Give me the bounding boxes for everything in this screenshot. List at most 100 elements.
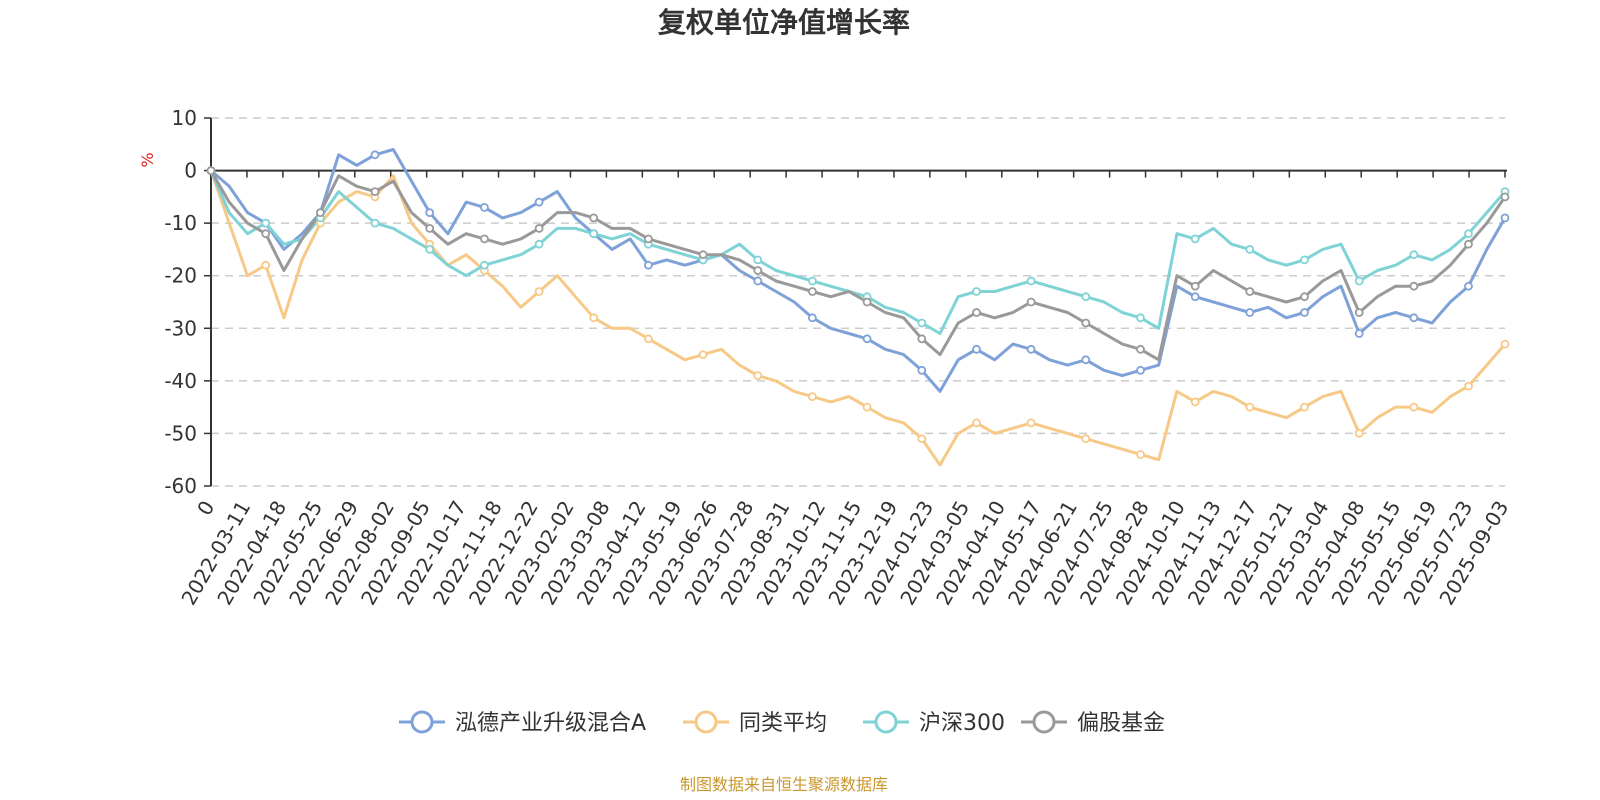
data-point [1354, 276, 1364, 286]
y-tick-label: 10 [172, 106, 197, 130]
x-tick-label: 0 [192, 497, 219, 520]
data-point [1136, 365, 1145, 375]
data-point [698, 350, 708, 360]
data-point [808, 392, 817, 402]
legend-item-1[interactable]: 同类平均 [683, 710, 827, 736]
series-line-3 [209, 169, 1507, 362]
data-point [1300, 308, 1309, 317]
data-point [644, 260, 653, 270]
y-tick-label: -10 [164, 211, 197, 235]
data-point [1409, 402, 1419, 412]
data-point [1190, 292, 1200, 302]
data-point [534, 197, 544, 207]
data-point [1190, 397, 1200, 407]
legend-marker [1032, 710, 1056, 734]
data-point [1190, 281, 1200, 291]
data-point [753, 276, 763, 286]
data-point [589, 313, 599, 323]
data-point [1081, 355, 1091, 365]
data-point [534, 239, 544, 249]
data-point [1245, 308, 1255, 317]
series-markers [206, 150, 1510, 459]
data-point [1245, 244, 1255, 254]
data-point [1354, 329, 1364, 338]
data-point [1081, 292, 1091, 302]
data-point [917, 434, 927, 444]
data-point [479, 260, 489, 270]
data-point [1136, 313, 1145, 323]
data-point [862, 334, 872, 344]
legend-marker [410, 710, 434, 734]
data-point [1026, 297, 1036, 307]
data-point [1464, 239, 1473, 249]
data-source-note: 制图数据来自恒生聚源数据库 [680, 775, 888, 794]
grid-lines [211, 117, 1505, 487]
y-tick-label: -20 [164, 264, 197, 288]
data-point [753, 266, 763, 275]
data-point [261, 260, 271, 270]
data-point [1409, 250, 1419, 260]
data-point [1300, 292, 1309, 302]
data-point [1136, 450, 1145, 459]
data-point [1245, 287, 1255, 296]
legend-item-3[interactable]: 偏股基金 [1021, 710, 1165, 736]
axes: 100-10-20-30-40-50-6002022-03-112022-04-… [164, 106, 1513, 609]
y-tick-label: -60 [164, 474, 197, 498]
data-point [1136, 344, 1145, 354]
data-point [972, 308, 981, 317]
data-point [425, 208, 435, 218]
legend-label: 偏股基金 [1077, 711, 1165, 736]
legend-marker [874, 710, 898, 734]
data-point [534, 287, 544, 296]
data-point [972, 418, 981, 428]
data-point [1500, 213, 1510, 223]
data-point [370, 150, 380, 160]
series-lines [209, 148, 1507, 467]
y-tick-label: -50 [164, 421, 197, 445]
legend-marker [694, 710, 718, 734]
data-point [261, 218, 271, 228]
data-point [425, 223, 435, 233]
data-point [972, 287, 981, 296]
data-point [698, 250, 708, 260]
data-point [1464, 281, 1473, 291]
data-point [753, 255, 763, 265]
y-tick-label: 0 [184, 159, 197, 183]
data-point [917, 318, 927, 328]
data-point [1081, 434, 1091, 444]
data-point [1500, 339, 1510, 349]
data-point [972, 344, 981, 354]
y-axis-label: % [138, 152, 157, 167]
data-point [753, 371, 763, 381]
data-point [1300, 255, 1309, 265]
legend-item-2[interactable]: 沪深300 [863, 710, 1005, 736]
y-tick-label: -40 [164, 369, 197, 393]
series-line-0 [209, 148, 1507, 393]
data-point [1409, 281, 1419, 291]
data-point [1464, 381, 1473, 391]
data-point [1081, 318, 1091, 328]
data-point [808, 276, 817, 286]
data-point [1026, 276, 1036, 286]
data-point [644, 234, 653, 244]
data-point [206, 166, 216, 176]
data-point [808, 313, 817, 323]
legend-item-0[interactable]: 泓德产业升级混合A [399, 710, 646, 736]
legend-label: 沪深300 [919, 711, 1005, 736]
legend-label: 泓德产业升级混合A [455, 711, 646, 736]
series-line-2 [209, 169, 1507, 335]
data-point [1300, 402, 1309, 412]
data-point [1409, 313, 1419, 323]
y-tick-label: -30 [164, 316, 197, 340]
legend[interactable]: 泓德产业升级混合A 同类平均 沪深300 偏股基金 [399, 710, 1165, 736]
data-point [479, 202, 489, 212]
data-point [917, 365, 927, 375]
series-line-1 [209, 169, 1507, 467]
data-point [862, 402, 872, 412]
data-point [589, 213, 599, 223]
chart-title: 复权单位净值增长率 [658, 6, 910, 39]
data-point [917, 334, 927, 344]
data-point [370, 218, 380, 228]
